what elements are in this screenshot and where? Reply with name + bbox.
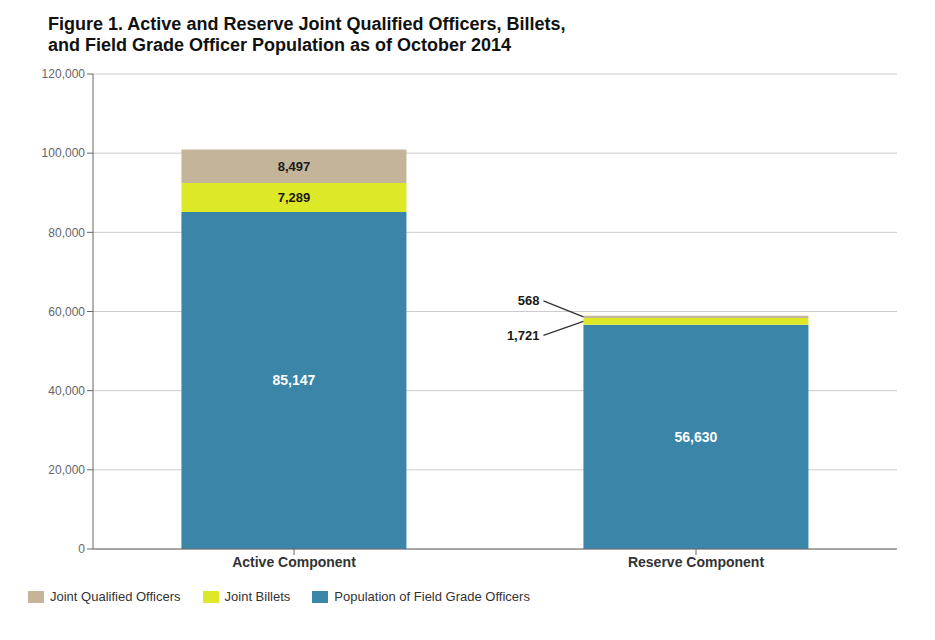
html-text:Joint Billets: Joint Billets: [224, 589, 291, 604]
svg-text:100,000: 100,000: [42, 146, 86, 160]
html-text:Population of Field Grade Offi: Population of Field Grade Officers: [334, 589, 530, 604]
html-text:Figure 1. Active and Reserve J: Figure 1. Active and Reserve Joint Quali…: [48, 14, 566, 34]
svg-text:8,497: 8,497: [278, 159, 311, 174]
svg-text:85,147: 85,147: [273, 372, 316, 388]
svg-text:40,000: 40,000: [48, 384, 85, 398]
svg-text:Reserve Component: Reserve Component: [628, 554, 764, 570]
svg-text:120,000: 120,000: [42, 67, 86, 81]
svg-text:568: 568: [518, 293, 540, 308]
svg-text:56,630: 56,630: [675, 429, 718, 445]
svg-text:0: 0: [78, 542, 85, 556]
html-text:and Field Grade Officer Popula: and Field Grade Officer Population as of…: [48, 35, 512, 55]
html-text:Joint Qualified Officers: Joint Qualified Officers: [50, 589, 181, 604]
svg-text:7,289: 7,289: [278, 190, 311, 205]
svg-text:80,000: 80,000: [48, 226, 85, 240]
svg-text:Active Component: Active Component: [232, 554, 356, 570]
svg-text:60,000: 60,000: [48, 305, 85, 319]
svg-text:20,000: 20,000: [48, 463, 85, 477]
svg-text:1,721: 1,721: [507, 328, 540, 343]
